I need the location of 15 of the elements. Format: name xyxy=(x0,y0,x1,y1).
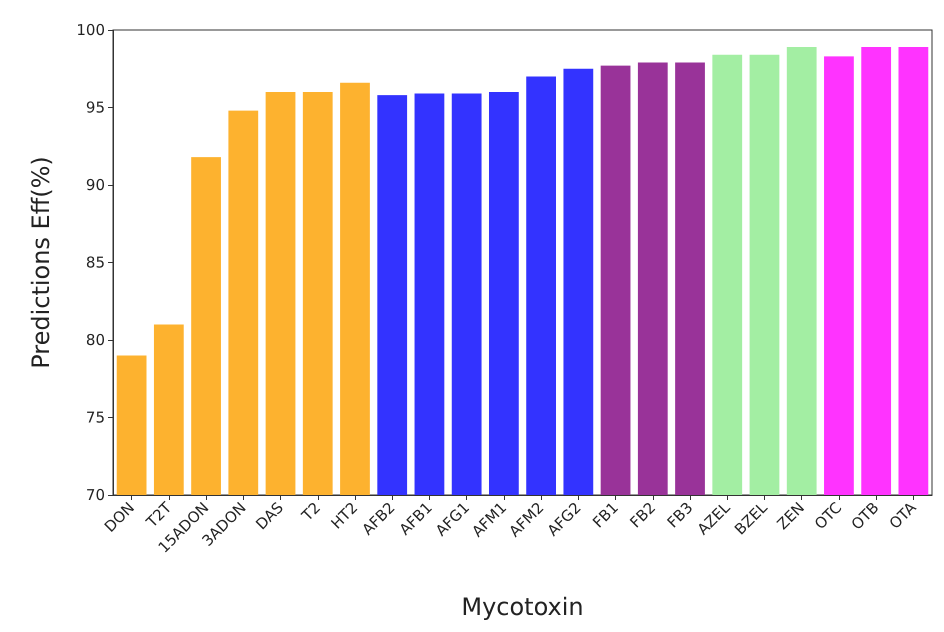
x-tick-label: FB3 xyxy=(664,498,696,532)
x-tick-label: OTA xyxy=(886,498,920,533)
y-tick-label: 80 xyxy=(86,331,105,349)
y-tick-label: 70 xyxy=(86,486,105,504)
x-tick-label: OTB xyxy=(848,498,883,534)
y-tick-label: 85 xyxy=(86,254,105,272)
y-tick-label: 90 xyxy=(86,176,105,194)
x-tick-label: FB1 xyxy=(589,498,622,532)
y-axis-title: Predictions Eff(%) xyxy=(27,156,55,369)
y-tick-label: 75 xyxy=(86,408,105,426)
x-tick-label: T2 xyxy=(297,498,324,526)
y-tick-label: 95 xyxy=(86,98,105,116)
x-axis-title: Mycotoxin xyxy=(461,593,584,621)
x-tick-label: FB2 xyxy=(626,498,660,532)
y-tick-label: 100 xyxy=(76,21,105,39)
